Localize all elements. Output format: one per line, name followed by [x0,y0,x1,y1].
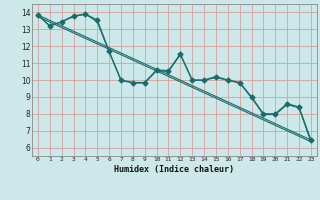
X-axis label: Humidex (Indice chaleur): Humidex (Indice chaleur) [115,165,234,174]
